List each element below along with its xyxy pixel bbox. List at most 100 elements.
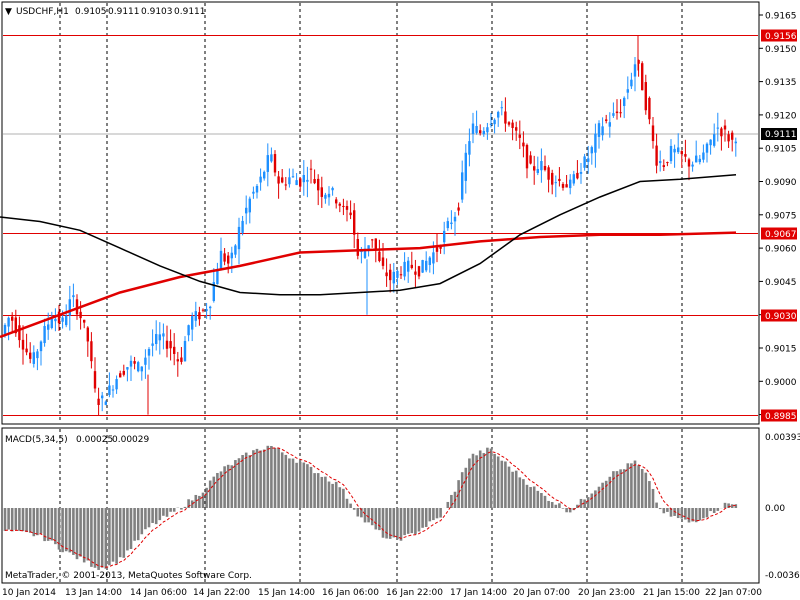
candle-body [342,205,345,208]
candle-body [439,246,442,249]
candle-body [327,193,331,198]
candle-body [691,164,694,167]
candle-body [644,82,647,111]
chart-menu-icon[interactable]: ▼ [5,7,12,17]
symbol-label: USDCHF,H1 [16,7,69,17]
candle-body [151,343,154,346]
macd-bar [504,461,507,508]
macd-bar [273,447,277,508]
macd-bar [320,476,324,508]
candle-body [378,251,381,262]
macd-bar [104,508,108,569]
candle-body [180,357,183,362]
macd-bar [500,460,504,508]
macd-bar [302,462,306,508]
candle-body [47,324,50,330]
macd-bar [471,453,475,508]
macd-bar [439,508,442,518]
macd-bar [79,508,82,557]
moving-average-black [0,174,737,296]
macd-bar [3,508,7,531]
candle-body [255,185,259,193]
macd-bar [507,466,511,508]
macd-bar [619,469,622,508]
candle-body [385,272,388,277]
macd-bar [698,508,702,521]
macd-bar [187,499,190,508]
macd-bar [583,499,586,508]
macd-bar [586,497,590,508]
candle-body [119,373,122,378]
macd-bar [576,504,579,508]
candle-body [259,176,262,183]
macd-bar [165,508,169,517]
candle-body [219,250,223,271]
candle-body [648,97,651,120]
candle-body [583,156,586,168]
macd-bar [180,508,183,510]
candle-body [540,161,543,171]
candle-body [212,282,215,301]
macd-bar [345,498,349,508]
candle-body [716,127,719,129]
grid-lines [3,3,758,582]
candle-body [482,130,485,135]
macd-bar [727,503,730,508]
candle-body [252,191,255,194]
macd-bar [122,508,126,558]
candle-body [374,238,377,251]
candle-body [216,268,219,285]
macd-bar [133,508,136,541]
macd-bar [475,455,478,508]
candle-body [111,389,115,391]
candle-body [407,260,410,272]
macd-bar [25,508,28,533]
candle-body [367,245,370,250]
macd-bar [64,508,68,552]
candle-body [43,326,46,344]
macd-bar [669,508,673,517]
macd-bar [547,500,550,508]
candle-body [266,155,269,172]
macd-bar [338,487,342,508]
candle-body [576,172,579,179]
macd-title: MACD(5,34,5) [5,435,68,445]
macd-bar [298,461,302,508]
time-axis: 10 Jan 2014 13 Jan 14:00 14 Jan 06:00 14 Ja… [2,588,762,598]
candle-body [241,220,244,233]
candle-body [245,207,248,214]
candle-body [115,379,118,390]
macd-bar [241,455,244,508]
candle-body [331,187,334,191]
candle-body [417,266,421,277]
candle-body [201,309,205,311]
macd-bar [327,481,331,508]
candle-body [432,252,435,264]
candle-body [165,340,169,349]
macd-bar [482,453,486,508]
macd-bar [662,508,666,514]
candle-body [29,352,32,359]
candle-body [587,158,590,162]
candle-body [133,361,136,364]
level-label: 0.9030 [765,312,797,322]
macd-bar [716,508,720,511]
macd-signal-line [4,447,736,568]
macd-bar [590,493,594,508]
candle-body [533,166,536,171]
candle-body [655,145,658,166]
candle-body [129,360,133,367]
macd-bar [7,508,10,530]
candle-body [54,318,57,322]
macd-bar [331,483,334,508]
candle-body [612,113,615,116]
candle-body [489,123,493,125]
candle-body [158,334,161,341]
candle-body [569,179,572,189]
candle-body [572,174,575,184]
macd-bar [223,466,226,508]
macd-bar [518,477,522,508]
time-axis-label: 17 Jan 14:00 [450,588,507,598]
macd-bar [608,476,612,508]
candle-body [421,260,424,273]
